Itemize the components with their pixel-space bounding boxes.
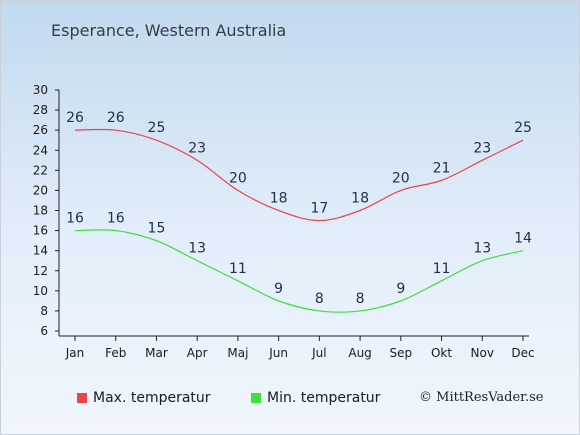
min-temperature-line — [74, 229, 524, 313]
min-data-label: 11 — [433, 261, 451, 277]
min-data-label: 13 — [188, 241, 206, 257]
x-tick-label: Nov — [471, 346, 494, 360]
max-data-label: 18 — [351, 191, 369, 207]
y-tick-label: 8 — [40, 304, 48, 318]
x-tick-label: Jan — [65, 346, 85, 360]
min-data-label: 8 — [315, 291, 324, 307]
max-data-label: 26 — [107, 110, 125, 126]
copyright-text: © MittResVader.se — [419, 390, 544, 405]
max-data-label: 18 — [270, 191, 288, 207]
x-tick-label: Mar — [145, 346, 168, 360]
chart-title: Esperance, Western Australia — [51, 21, 287, 40]
y-tick-label: 22 — [33, 163, 48, 177]
y-tick-label: 18 — [33, 204, 48, 218]
max-temperature-line — [74, 128, 524, 222]
max-data-label: 23 — [188, 140, 206, 156]
max-data-label: 23 — [473, 140, 491, 156]
y-tick-label: 12 — [33, 264, 48, 278]
max-data-label: 25 — [514, 120, 532, 136]
x-tick-label: Sep — [390, 346, 413, 360]
legend-swatch-min — [251, 393, 261, 403]
legend-label-max: Max. temperatur — [93, 390, 211, 406]
x-tick-label: Feb — [105, 346, 126, 360]
legend-label-min: Min. temperatur — [267, 390, 381, 406]
x-tick-label: Apr — [187, 346, 208, 360]
y-tick-label: 30 — [33, 83, 48, 97]
legend-item-min: Min. temperatur — [251, 390, 380, 406]
min-data-label: 14 — [514, 231, 532, 247]
max-data-label: 20 — [392, 170, 410, 186]
y-tick-label: 28 — [33, 103, 48, 117]
min-data-label: 8 — [356, 291, 365, 307]
max-data-label: 25 — [148, 120, 166, 136]
y-tick-label: 14 — [33, 244, 48, 258]
min-data-label: 13 — [473, 241, 491, 257]
y-tick-label: 24 — [33, 143, 48, 157]
legend-item-max: Max. temperatur — [77, 390, 211, 406]
min-data-label: 9 — [396, 281, 405, 297]
y-tick-label: 10 — [33, 284, 48, 298]
x-tick-label: Maj — [227, 346, 248, 360]
x-tick-label: Dec — [511, 346, 534, 360]
min-data-label: 15 — [148, 221, 166, 237]
legend-swatch-max — [77, 393, 87, 403]
y-tick-label: 20 — [33, 183, 48, 197]
max-data-label: 26 — [66, 110, 84, 126]
min-data-label: 16 — [107, 211, 125, 227]
max-data-label: 17 — [310, 201, 328, 217]
min-data-label: 16 — [66, 211, 84, 227]
x-tick-label: Aug — [348, 346, 371, 360]
y-tick-label: 6 — [40, 324, 48, 338]
x-tick-label: Okt — [431, 346, 452, 360]
min-data-label: 11 — [229, 261, 247, 277]
min-data-label: 9 — [274, 281, 283, 297]
x-tick-label: Jul — [311, 346, 326, 360]
x-tick-label: Jun — [268, 346, 288, 360]
y-tick-label: 16 — [33, 224, 48, 238]
max-data-label: 21 — [433, 160, 451, 176]
y-tick-label: 26 — [33, 123, 48, 137]
max-data-label: 20 — [229, 170, 247, 186]
